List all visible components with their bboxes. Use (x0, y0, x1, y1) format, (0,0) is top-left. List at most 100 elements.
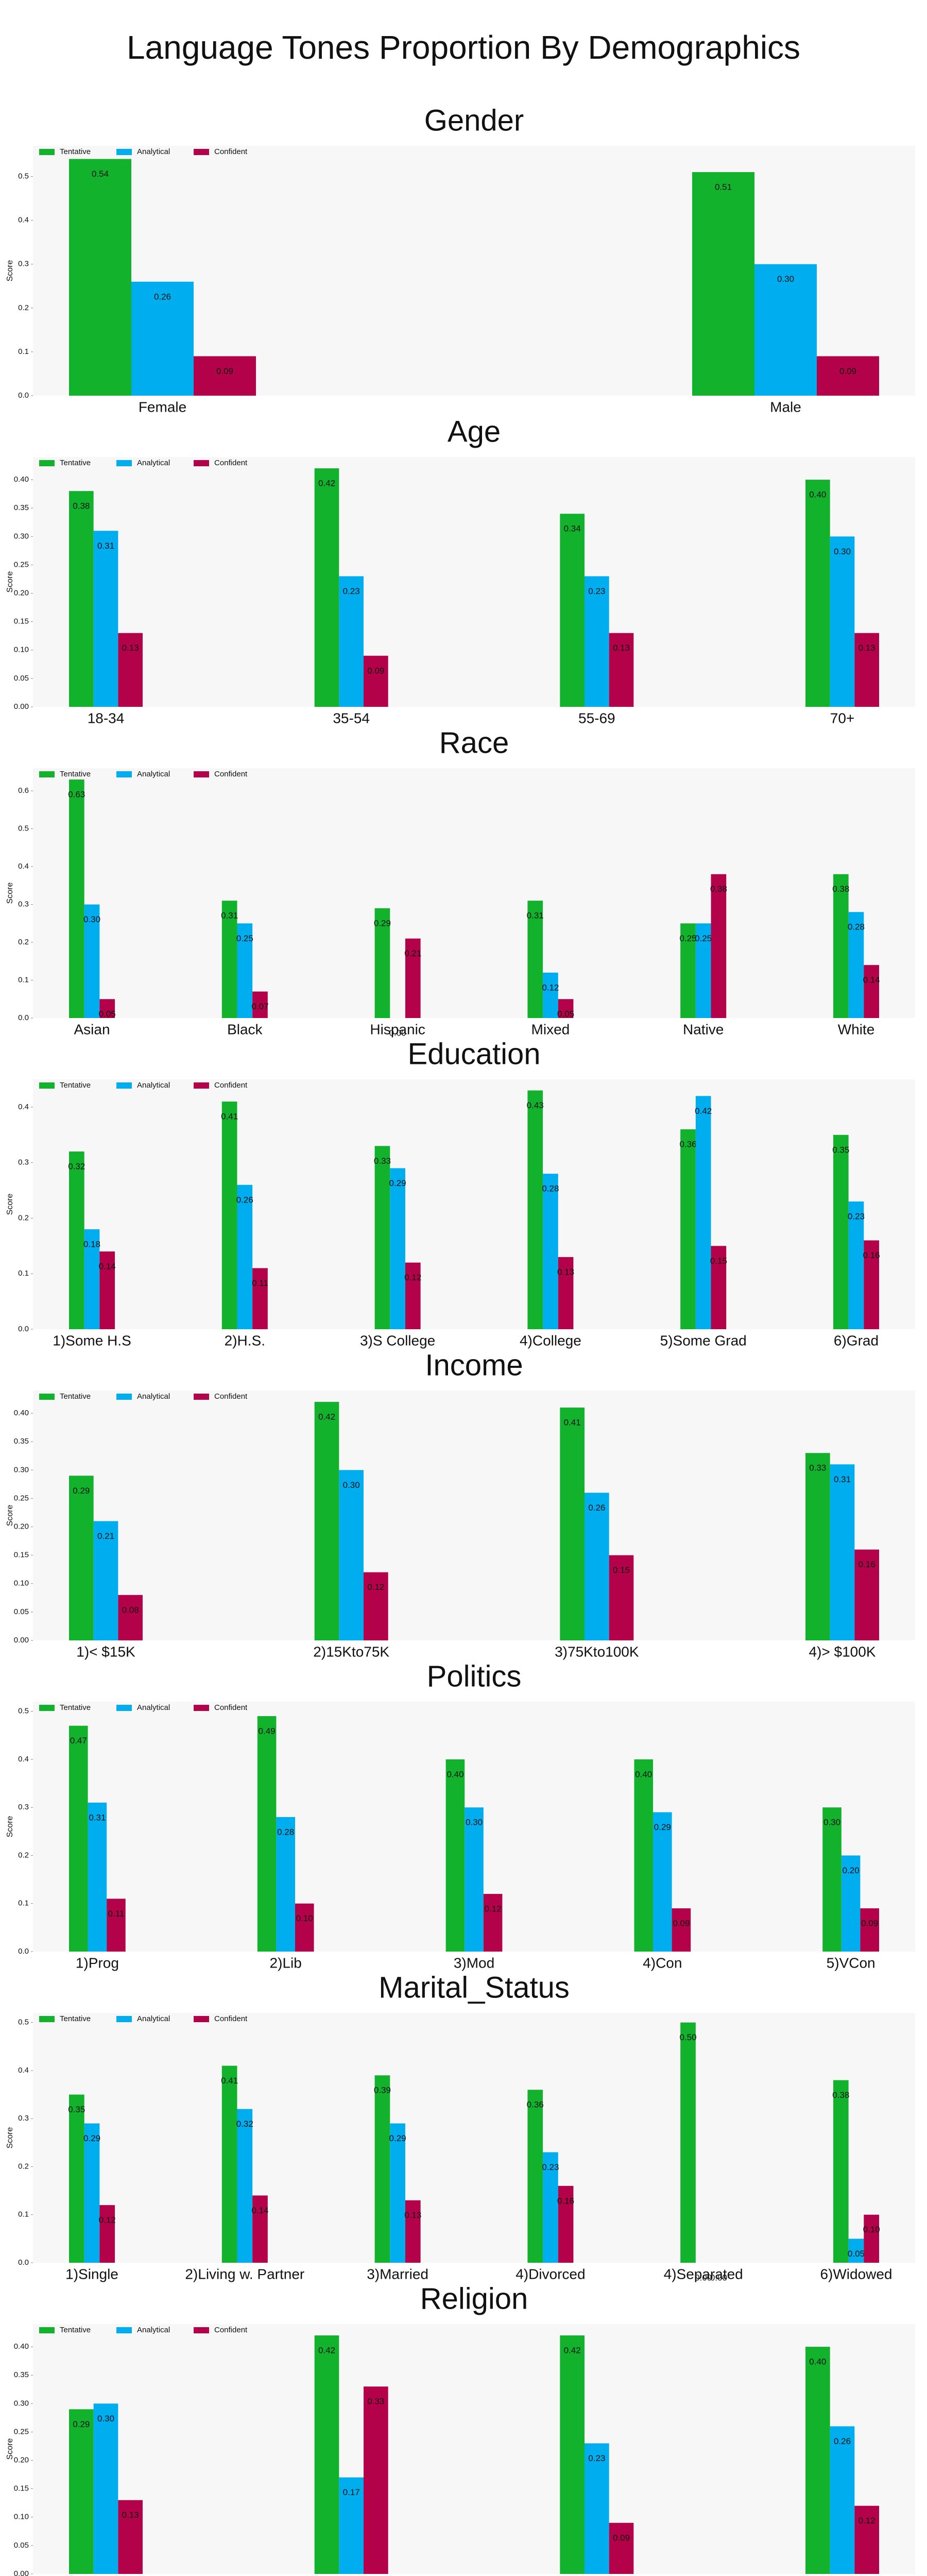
x-tick-label: 1)Single (65, 2266, 118, 2282)
bar (805, 480, 830, 707)
y-tick-label: 0.35 (14, 1437, 29, 1446)
y-tick-label: 0.3 (18, 1803, 29, 1811)
bar (405, 938, 421, 1018)
bar (314, 468, 339, 707)
bar (93, 531, 118, 707)
y-tick-label: 0.3 (18, 900, 29, 909)
bar (69, 1476, 94, 1640)
y-tick-label: 0.05 (14, 674, 29, 683)
value-label: 0.29 (389, 2133, 406, 2143)
legend-label: Analytical (137, 770, 170, 778)
legend-label: Tentative (60, 1703, 91, 1712)
bar (194, 356, 256, 396)
y-tick-label: 0.2 (18, 1851, 29, 1859)
legend-label: Confident (214, 2014, 248, 2023)
bar (609, 1555, 634, 1640)
x-tick-label: 4)Divorced (516, 2266, 585, 2282)
x-tick-label: 3)Mod (454, 1955, 494, 1971)
value-label: 0.50 (679, 2032, 696, 2042)
bar (848, 2239, 864, 2263)
y-tick-label: 0.5 (18, 1707, 29, 1716)
value-label: 0.38 (832, 884, 849, 894)
legend-label: Confident (214, 2326, 248, 2334)
value-label: 0.47 (70, 1736, 87, 1745)
x-tick-label: 55-69 (578, 710, 615, 726)
bar (237, 1184, 253, 1329)
bar (69, 1725, 88, 1952)
value-label: 0.23 (848, 1212, 865, 1222)
legend-swatch (39, 149, 55, 155)
value-label: 0.33 (367, 2397, 384, 2406)
bar (118, 2500, 143, 2574)
y-tick-label: 0.6 (18, 786, 29, 795)
bar (527, 901, 543, 1018)
x-tick-label: 3)75Kto100K (555, 1643, 639, 1659)
y-tick-label: 0.10 (14, 1579, 29, 1588)
value-label: 0.09 (216, 366, 233, 376)
legend-swatch (116, 1705, 132, 1711)
legend-label: Analytical (137, 147, 170, 156)
legend-swatch (194, 460, 209, 466)
value-label: 0.36 (527, 2100, 544, 2110)
value-label: 0.41 (221, 2076, 238, 2086)
y-tick-label: 0.40 (14, 1409, 29, 1417)
chart-title: Age (448, 415, 501, 448)
value-label: 0.30 (823, 1818, 840, 1827)
value-label: 0.12 (542, 982, 559, 992)
value-label: 0.09 (673, 1919, 690, 1928)
bar (864, 965, 879, 1018)
legend-swatch (194, 1705, 209, 1711)
value-label: 0.26 (588, 1503, 605, 1513)
bar (543, 1174, 558, 1329)
value-label: 0.36 (679, 1139, 696, 1149)
bar (465, 1807, 484, 1952)
value-label: 0.07 (251, 1002, 268, 1011)
bar (252, 991, 268, 1018)
legend-swatch (39, 2016, 55, 2022)
y-tick-label: 0.00 (14, 702, 29, 711)
chart-title: Gender (424, 104, 524, 137)
bar (237, 923, 253, 1018)
chart-title: Race (439, 726, 509, 759)
legend-label: Tentative (60, 147, 91, 156)
bar (364, 655, 388, 707)
x-tick-label: Mixed (531, 1021, 570, 1037)
legend-swatch (194, 771, 209, 777)
bar (711, 1246, 727, 1329)
value-label: 0.26 (154, 292, 171, 301)
bar (118, 1595, 143, 1640)
value-label: 0.31 (89, 1812, 106, 1822)
bar (585, 1493, 609, 1640)
bar (131, 281, 194, 396)
value-label: 0.11 (252, 1278, 268, 1288)
legend-label: Analytical (137, 1703, 170, 1712)
plot-area (33, 1079, 915, 1329)
legend-label: Analytical (137, 1392, 170, 1401)
value-label: 0.40 (447, 1769, 464, 1779)
value-label: 0.40 (635, 1769, 652, 1779)
value-label: 0.30 (777, 274, 794, 284)
value-label: 0.12 (404, 1273, 421, 1282)
value-label: 0.40 (809, 490, 826, 500)
bar (374, 2075, 390, 2263)
value-label: 0.23 (588, 586, 605, 596)
y-tick-label: 0.5 (18, 172, 29, 181)
value-label: 0.32 (236, 2119, 253, 2129)
bar (252, 2195, 268, 2263)
legend-swatch (39, 771, 55, 777)
x-tick-label: 1)Some H.S (53, 1332, 131, 1348)
y-tick-label: 0.2 (18, 1213, 29, 1222)
legend-swatch (194, 1082, 209, 1089)
value-label: 0.25 (679, 934, 696, 943)
legend-label: Analytical (137, 1081, 170, 1090)
value-label: 0.32 (68, 1162, 85, 1172)
bar (692, 172, 754, 396)
value-label: 0.35 (832, 1145, 849, 1155)
bar (314, 2335, 339, 2574)
value-label: 0.41 (564, 1418, 581, 1428)
bar (339, 1470, 364, 1640)
value-label: 0.21 (404, 948, 421, 958)
value-label: 0.29 (83, 2133, 100, 2143)
legend-swatch (116, 149, 132, 155)
x-tick-label: 4)> $100K (809, 1643, 876, 1659)
